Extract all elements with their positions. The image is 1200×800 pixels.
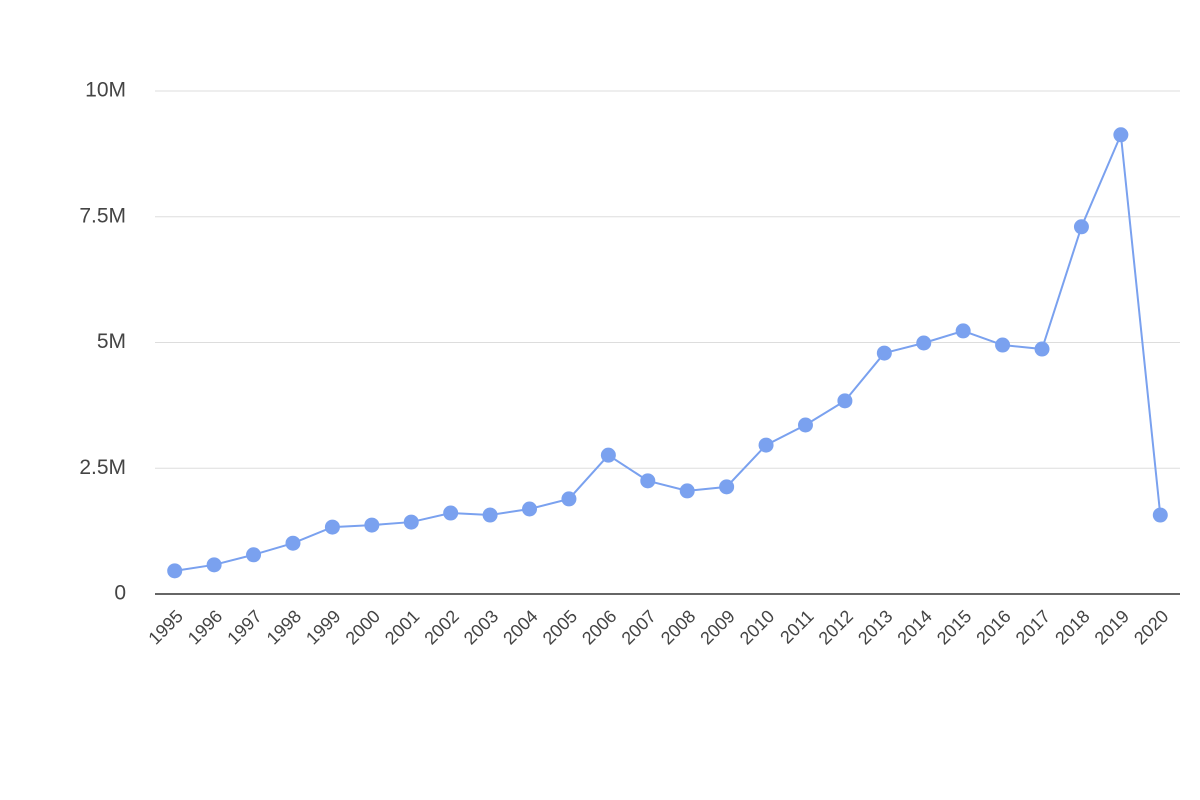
x-tick-label: 2003 xyxy=(460,606,502,648)
data-point xyxy=(679,483,695,499)
x-tick-label: 1998 xyxy=(263,606,305,648)
data-point xyxy=(640,473,656,489)
data-point xyxy=(876,345,892,361)
data-point xyxy=(285,535,301,551)
x-tick-label: 1997 xyxy=(223,606,265,648)
data-point xyxy=(797,417,813,433)
data-point xyxy=(206,557,222,573)
x-tick-label: 2010 xyxy=(736,606,778,648)
data-point xyxy=(246,547,262,563)
x-tick-label: 2017 xyxy=(1012,606,1054,648)
data-point xyxy=(1113,127,1129,143)
data-point xyxy=(916,335,932,351)
data-point xyxy=(600,447,616,463)
data-point xyxy=(955,323,971,339)
data-point xyxy=(167,563,183,579)
data-point xyxy=(1152,507,1168,523)
data-point xyxy=(837,393,853,409)
x-tick-label: 2007 xyxy=(618,606,660,648)
x-tick-label: 2013 xyxy=(854,606,896,648)
y-tick-label: 5M xyxy=(97,330,126,353)
data-point xyxy=(522,501,538,517)
y-tick-label: 10M xyxy=(85,79,126,102)
x-tick-label: 1995 xyxy=(144,606,186,648)
data-point xyxy=(364,517,380,533)
data-point xyxy=(482,507,498,523)
x-tick-label: 2012 xyxy=(815,606,857,648)
x-tick-label: 2001 xyxy=(381,606,423,648)
data-point xyxy=(443,505,459,521)
data-point xyxy=(403,514,419,530)
data-point xyxy=(1073,219,1089,235)
x-tick-label: 2015 xyxy=(933,606,975,648)
x-tick-label: 2000 xyxy=(342,606,384,648)
series-line xyxy=(174,130,1162,572)
x-tick-label: 2016 xyxy=(972,606,1014,648)
data-point xyxy=(1034,341,1050,357)
x-tick-label: 2014 xyxy=(893,606,935,648)
x-tick-label: 2011 xyxy=(776,606,818,648)
x-tick-label: 2002 xyxy=(420,606,462,648)
y-tick-label: 2.5M xyxy=(79,456,126,479)
x-tick-label: 2020 xyxy=(1130,606,1172,648)
x-tick-label: 2018 xyxy=(1051,606,1093,648)
x-tick-label: 2006 xyxy=(578,606,620,648)
y-tick-label: 7.5M xyxy=(79,204,126,227)
y-tick-label: 0 xyxy=(114,582,126,605)
x-tick-label: 1996 xyxy=(184,606,226,648)
x-tick-label: 2008 xyxy=(657,606,699,648)
x-tick-label: 2019 xyxy=(1091,606,1133,648)
data-point xyxy=(561,491,577,507)
x-tick-label: 2004 xyxy=(499,606,541,648)
data-point xyxy=(719,479,735,495)
data-point xyxy=(995,337,1011,353)
data-point xyxy=(324,519,340,535)
x-tick-label: 2009 xyxy=(696,606,738,648)
x-tick-label: 2005 xyxy=(539,606,581,648)
data-point xyxy=(758,437,774,453)
x-tick-label: 1999 xyxy=(302,606,344,648)
